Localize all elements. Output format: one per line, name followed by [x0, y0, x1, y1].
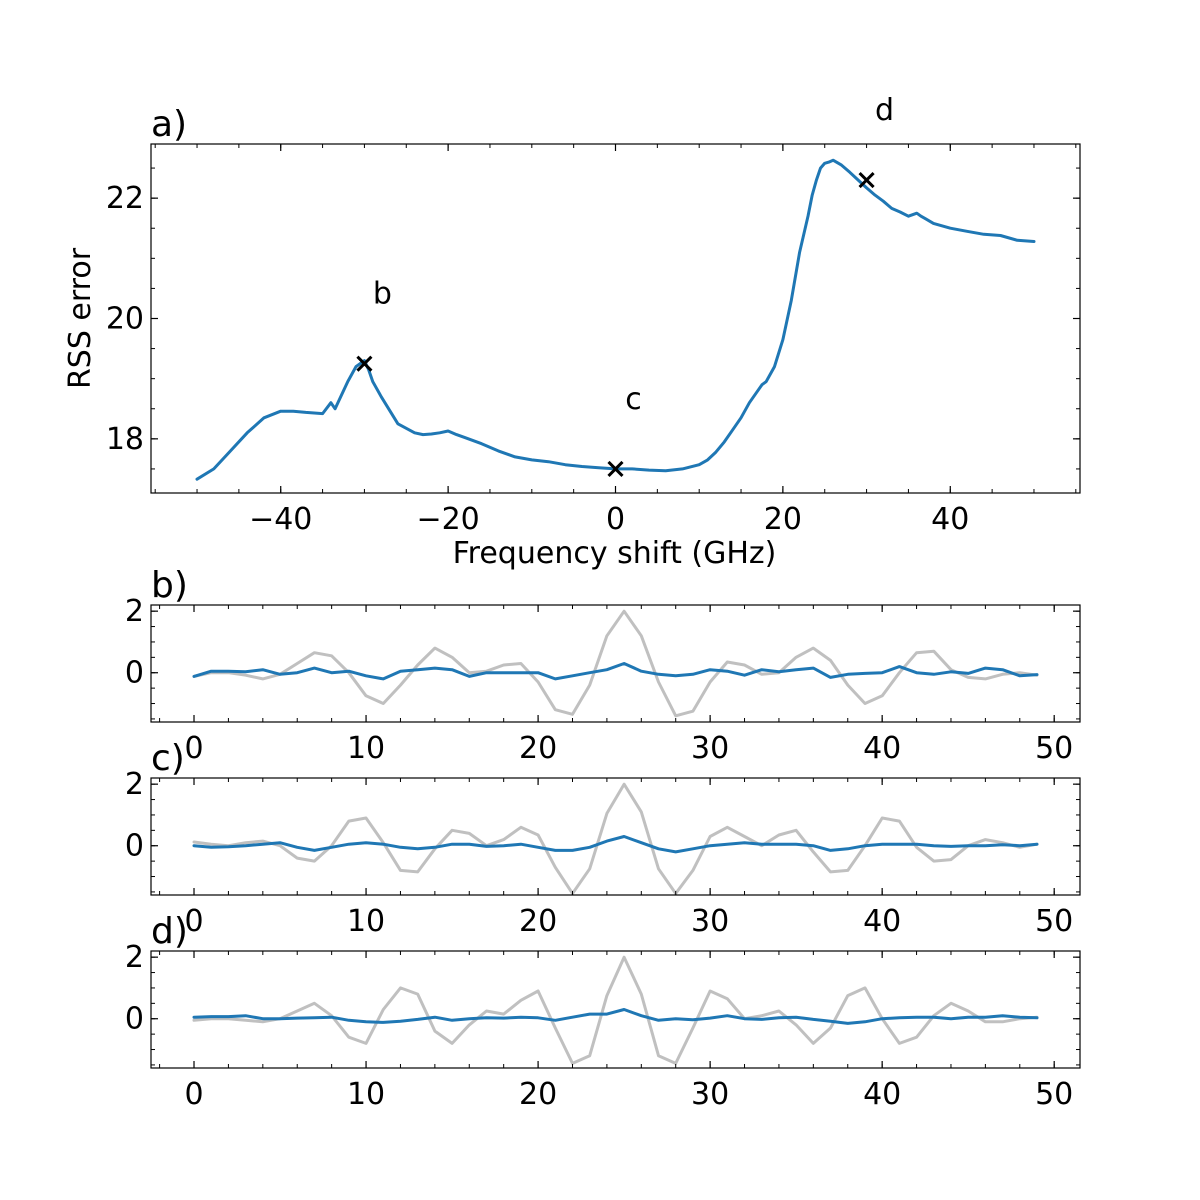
panel-d-xtick-label: 30	[691, 1077, 729, 1112]
panel-d-frame	[150, 950, 1081, 1069]
panel-c-xtick-label: 10	[347, 904, 385, 939]
panel-b-xtick-label: 10	[347, 731, 385, 766]
panel-c-label: c)	[151, 738, 185, 779]
marker-d	[858, 172, 875, 189]
panel-a-xtick-label: 20	[764, 502, 802, 537]
panel-d-ytick-label: 2	[125, 940, 144, 975]
panel-c-ytick-label: 0	[125, 829, 144, 864]
panel-d-label: d)	[151, 911, 188, 952]
panel-d-reference-line	[192, 955, 1039, 1065]
marker-b	[356, 355, 373, 372]
panel-a-xtick-label: −20	[416, 502, 479, 537]
panel-c-xtick-label: 50	[1035, 904, 1073, 939]
panel-c-xtick-label: 20	[519, 904, 557, 939]
panel-a-xtick-label: 0	[606, 502, 625, 537]
panel-d-main-line	[192, 1008, 1039, 1025]
panel-a-xtick-label: −40	[249, 502, 312, 537]
panel-c-reference-line	[192, 782, 1039, 895]
panel-a-xlabel: Frequency shift (GHz)	[453, 536, 777, 571]
panel-a-frame	[150, 143, 1081, 494]
panel-a-main-line	[195, 158, 1036, 481]
panel-b-xtick-label: 30	[691, 731, 729, 766]
panel-b-xtick-label: 0	[184, 731, 203, 766]
panel-c-xtick-label: 40	[863, 904, 901, 939]
panel-b-xtick-label: 40	[863, 731, 901, 766]
panel-d-xtick-label: 10	[347, 1077, 385, 1112]
panel-b-main-line	[192, 662, 1039, 681]
panel-c-xtick-label: 30	[691, 904, 729, 939]
panel-d-xtick-label: 40	[863, 1077, 901, 1112]
panel-d-xtick-label: 50	[1035, 1077, 1073, 1112]
marker-label-b: b	[373, 277, 392, 312]
panel-d-xtick-label: 20	[519, 1077, 557, 1112]
panel-d-ytick-label: 0	[125, 1002, 144, 1037]
panel-c-frame	[150, 777, 1081, 896]
panel-c-xtick-label: 0	[184, 904, 203, 939]
panel-a-ytick-label: 22	[106, 181, 144, 216]
panel-a-xtick-label: 40	[931, 502, 969, 537]
panel-b-frame	[150, 604, 1081, 723]
marker-c	[607, 460, 624, 477]
panel-a-label: a)	[151, 104, 187, 145]
panel-b-label: b)	[151, 565, 188, 606]
panel-b-ytick-label: 0	[125, 656, 144, 691]
panel-a-ytick-label: 18	[106, 422, 144, 457]
panel-d-xtick-label: 0	[184, 1077, 203, 1112]
panel-b-xtick-label: 50	[1035, 731, 1073, 766]
panel-c-ytick-label: 2	[125, 767, 144, 802]
panel-b-reference-line	[192, 609, 1039, 718]
panel-a-ylabel: RSS error	[63, 247, 98, 389]
panel-a-ytick-label: 20	[106, 302, 144, 337]
marker-label-d: d	[875, 93, 894, 128]
marker-label-c: c	[625, 382, 642, 417]
panel-b-xtick-label: 20	[519, 731, 557, 766]
panel-b-ytick-label: 2	[125, 594, 144, 629]
panel-c-main-line	[192, 835, 1039, 854]
